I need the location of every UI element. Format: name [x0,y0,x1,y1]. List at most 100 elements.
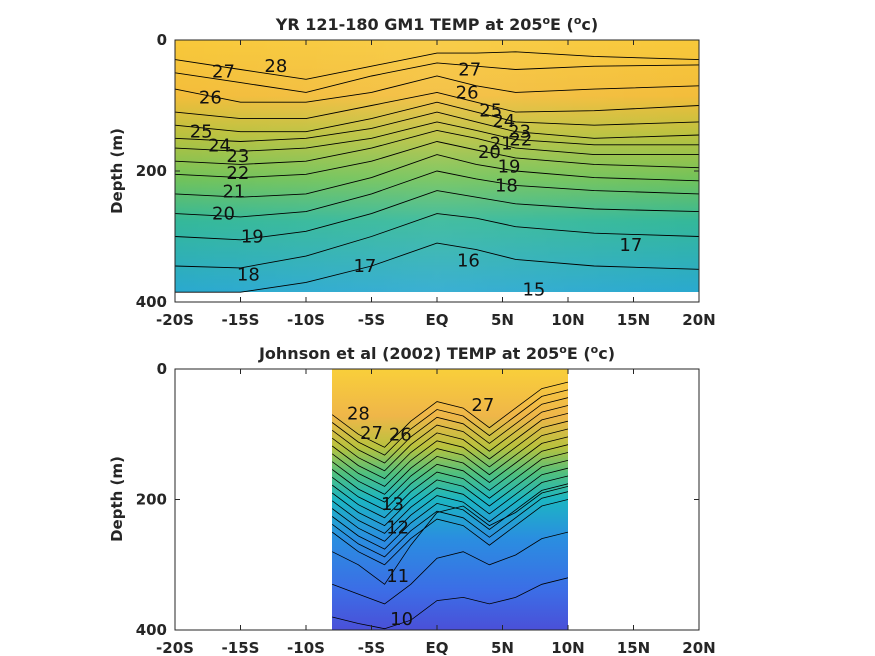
isotherm [332,483,568,550]
contour-label: 27 [212,61,235,82]
contour-label: 18 [495,175,518,196]
contour-label: 26 [456,82,479,103]
isotherm [175,62,699,93]
isotherm [175,101,699,133]
contour-label: 20 [478,142,501,163]
panel-2-contour-lines [332,381,568,630]
contour-label: 19 [241,227,264,248]
isotherm [332,428,568,495]
x-tick-label: 20N [682,311,715,329]
x-tick-label: 20N [682,639,715,656]
panel-2: Johnson et al (2002) TEMP at 205oE (oc) … [108,343,716,656]
isotherm [175,141,699,179]
x-tick-label: -15S [222,639,260,656]
isotherm [332,389,568,456]
contour-label: 10 [390,609,413,630]
x-tick-label: -10S [287,311,325,329]
y-tick-label: 200 [136,162,167,180]
x-tick-label: 15N [617,639,650,656]
isotherm [175,190,699,241]
isotherm [332,405,568,472]
panel-1-x-axis: -20S -15S -10S -5S EQ 5N 10N 15N 20N [156,40,716,329]
isotherm [175,170,699,218]
isotherm [175,91,699,120]
contour-label: 25 [479,101,502,122]
contour-label: 22 [509,130,532,151]
isotherm [175,154,699,198]
isotherm [175,111,699,142]
panel-2-y-label: Depth (m) [108,456,126,542]
x-tick-label: -5S [358,311,385,329]
contour-label: 28 [264,56,287,77]
panel-1: YR 121-180 GM1 TEMP at 205oE (oc) 28 27 27… [108,14,716,329]
x-tick-label: -15S [222,311,260,329]
x-tick-label: -5S [358,639,385,656]
panel-2-x-axis: -20S -15S -10S -5S EQ 5N 10N 15N 20N [156,369,716,656]
x-tick-label: -20S [156,639,194,656]
panel-1-y-axis: 0 200 400 [136,31,699,311]
contour-label: 27 [360,423,383,444]
isotherm [332,499,568,566]
x-tick-label: 15N [617,311,650,329]
contour-label: 21 [490,133,513,154]
panel-2-y-axis: 0 200 400 [136,360,699,639]
contour-label: 25 [190,122,213,143]
isotherm [332,475,568,542]
contour-label: 28 [347,403,370,424]
x-tick-label: -10S [287,639,325,656]
contour-label: 26 [199,88,222,109]
contour-label: 17 [353,256,376,277]
y-tick-label: 400 [136,621,167,639]
contour-label: 18 [237,264,260,285]
isotherm [175,129,699,165]
isotherm [175,121,699,152]
panel-2-title: Johnson et al (2002) TEMP at 205oE (oc) [258,343,615,363]
contour-label: 19 [498,156,521,177]
contour-label: 17 [619,235,642,256]
contour-label: 27 [471,395,494,416]
isotherm [332,460,568,527]
isotherm [332,381,568,448]
x-tick-label: 10N [551,311,584,329]
contour-label: 26 [389,424,412,445]
y-tick-label: 400 [136,293,167,311]
contour-label: 23 [226,146,249,167]
x-tick-label: EQ [426,311,449,329]
x-tick-label: 10N [551,639,584,656]
y-tick-label: 200 [136,491,167,509]
contour-label: 21 [222,181,245,202]
contour-label: 15 [522,280,545,301]
isotherm [332,397,568,464]
contour-label: 16 [457,251,480,272]
panel-1-field-shade [175,40,699,292]
isotherm [175,213,699,269]
isotherm [332,444,568,511]
x-tick-label: 5N [491,639,514,656]
x-tick-label: EQ [426,639,449,656]
isotherm [332,436,568,503]
isotherm [332,491,568,558]
contour-label: 13 [381,494,404,515]
x-tick-label: 5N [491,311,514,329]
y-tick-label: 0 [157,31,167,49]
contour-label: 24 [208,135,231,156]
panel-1-title: YR 121-180 GM1 TEMP at 205oE (oc) [275,14,598,34]
contour-label: 22 [226,163,249,184]
panel-1-contour-lines [175,51,699,293]
isotherm [175,242,699,293]
x-tick-label: -20S [156,311,194,329]
isotherm [332,531,568,605]
isotherm [332,467,568,534]
contour-label: 20 [212,204,235,225]
contour-label: 23 [508,122,531,143]
isotherm [332,420,568,487]
y-tick-label: 0 [157,360,167,378]
contour-label: 24 [492,111,515,132]
isotherm [332,452,568,519]
contour-label: 11 [386,566,409,587]
isotherm [332,486,568,585]
panel-1-y-label: Depth (m) [108,128,126,214]
